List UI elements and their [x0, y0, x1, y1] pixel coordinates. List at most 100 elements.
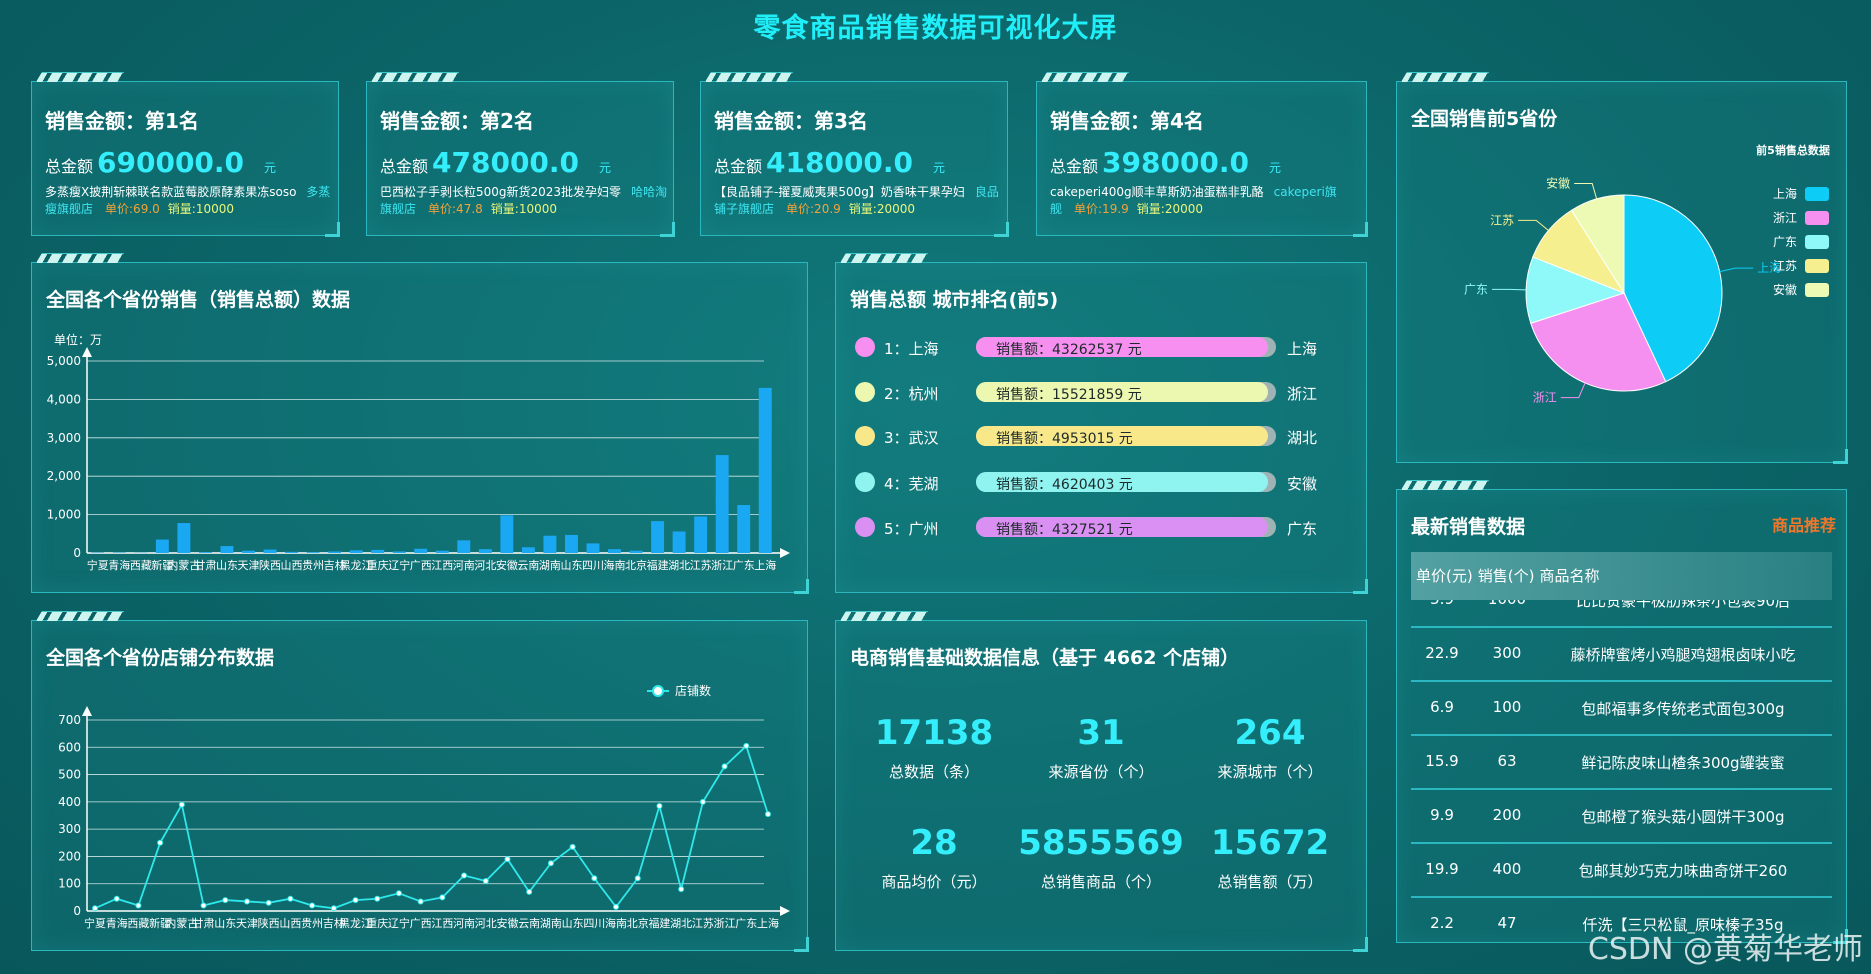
- x-tick-label: 青海: [106, 916, 128, 930]
- watermark: CSDN @黄菊华老师: [1587, 932, 1863, 967]
- bar: [586, 543, 600, 553]
- stat-value: 28: [910, 823, 958, 863]
- x-tick-label: 云南: [517, 559, 539, 572]
- unit-label: 单位：万: [54, 332, 102, 347]
- sales-cell: 100: [1492, 698, 1522, 716]
- bar: [758, 387, 772, 553]
- recommend-link[interactable]: 商品推荐: [1771, 516, 1836, 535]
- card-desc: 多蒸瘦X披荆斩棘联名款蓝莓胶原酵素果冻soso 多蒸瘦旗舰店 单价:69.0 销量:1…: [45, 184, 335, 218]
- line-panel: 全国各个省份店铺分布数据 0 100 200 300 400 500 600 700 宁夏 青海西…: [31, 620, 809, 952]
- total-amount: 690000.0: [97, 146, 245, 179]
- bar: [608, 549, 621, 553]
- line-point: [330, 905, 337, 912]
- x-tick-label: 云南: [518, 917, 540, 930]
- stat-label: 来源省份（个）: [1048, 763, 1154, 781]
- x-tick-label: 山西: [279, 917, 301, 930]
- x-tick-label: 江西: [431, 559, 453, 572]
- line-point: [613, 903, 620, 910]
- line-point: [569, 843, 576, 850]
- city-province: 浙江: [1287, 385, 1318, 403]
- city-row: 3：武汉 销售额：4953015 元 湖北: [836, 424, 1366, 448]
- line-point: [547, 860, 554, 867]
- label-leader: [1719, 267, 1754, 273]
- chart-svg: 0100200300400500600700宁夏 青海 西藏 新疆内蒙古甘肃 山东 天津陕…: [58, 683, 790, 930]
- bar: [521, 547, 535, 553]
- x-tick-label: 江苏: [692, 917, 714, 930]
- product-name: cakeperi400g顺丰草斯奶油蛋糕非乳酪: [1050, 185, 1264, 199]
- city-amount: 销售额：15521859 元: [996, 387, 1142, 403]
- bar: [543, 535, 557, 553]
- x-axis-arrow: [780, 548, 790, 558]
- x-tick-label: 内蒙古: [167, 558, 200, 572]
- x-tick-label: 陕西: [259, 558, 281, 572]
- city-province: 上海: [1287, 340, 1318, 358]
- legend-swatch: [1805, 283, 1829, 297]
- x-tick-label: 吉林: [323, 916, 345, 930]
- label-leader: [1574, 183, 1598, 200]
- product-name: 多蒸瘦X披荆斩棘联名款蓝莓胶原酵素果冻soso: [45, 185, 297, 199]
- legend-swatch: [1805, 211, 1829, 225]
- legend-swatch: [1805, 187, 1829, 201]
- price-cell: 5.9: [1430, 600, 1454, 608]
- x-tick-label: 海南: [605, 916, 627, 930]
- sales-count: 销量:10000: [490, 202, 557, 216]
- city-province: 安徽: [1287, 475, 1318, 493]
- legend-title: 前5销售总数据: [1756, 143, 1830, 157]
- card-title: 销售金额：第2名: [380, 109, 534, 133]
- stat-value: 264: [1234, 713, 1306, 753]
- panel-tab: [840, 611, 928, 621]
- shop-name: cakeperi旗舰: [1050, 185, 1337, 216]
- x-tick-label: 重庆: [367, 558, 389, 572]
- line-point: [678, 886, 685, 893]
- city-amount: 销售额：43262537 元: [996, 342, 1142, 358]
- x-tick-label: 内蒙古: [165, 916, 198, 930]
- x-tick-label: 河北: [475, 917, 497, 930]
- slice-label: 江苏: [1490, 213, 1514, 227]
- stats-panel: 电商销售基础数据信息（基于 4662 个店铺） 17138 总数据（条） 31 来源省…: [835, 620, 1368, 952]
- amount-unit: 元: [933, 161, 946, 175]
- x-tick-label: 山东: [562, 917, 584, 930]
- line-point: [591, 875, 598, 882]
- bar: [220, 546, 234, 553]
- sales-count: 销量:10000: [167, 202, 234, 216]
- bar: [694, 516, 708, 553]
- sales-cell: 63: [1497, 752, 1517, 770]
- y-tick-label: 0: [73, 904, 81, 918]
- x-tick-label: 陕西: [258, 916, 280, 930]
- bar: [155, 539, 169, 553]
- product-name: 巴西松子手剥长粒500g新货2023批发孕妇零: [380, 185, 622, 199]
- panel-title: 全国各个省份店铺分布数据: [46, 647, 275, 669]
- line-point: [178, 801, 185, 808]
- table-body: 5.9 1000 比比赞豪牛极肋辣条小包装90后 22.9 300 藤桥牌蜜烤小鸡腿鸡翅根…: [1411, 600, 1832, 934]
- city-province: 广东: [1287, 520, 1318, 538]
- legend-label: 安徽: [1773, 282, 1797, 297]
- page-title: 零食商品销售数据可视化大屏: [753, 13, 1118, 44]
- x-tick-label: 山东: [216, 559, 238, 572]
- slice-label: 安徽: [1546, 176, 1570, 191]
- x-tick-label: 新疆: [151, 558, 173, 572]
- bar: [285, 551, 299, 553]
- x-tick-label: 四川: [583, 917, 605, 930]
- panel-corner: [1353, 222, 1368, 237]
- label-leader: [1560, 382, 1586, 399]
- x-tick-label: 广东: [735, 917, 757, 930]
- card-desc: 【良品铺子-擢夏威夷果500g】奶香味干果孕妇 良品铺子旗舰店 单价:20.9 销量:…: [714, 184, 1004, 218]
- y-tick-label: 400: [58, 795, 81, 809]
- panel-title: 销售总额 城市排名(前5): [850, 289, 1059, 311]
- label-leader: [1492, 288, 1527, 291]
- name-cell: 比比赞豪牛极肋辣条小包装90后: [1575, 600, 1791, 610]
- line-point: [265, 899, 272, 906]
- y-tick-label: 4,000: [47, 392, 81, 406]
- city-rank: 5：广州: [884, 520, 939, 538]
- slice-label: 广东: [1464, 282, 1488, 296]
- x-tick-label: 黑龙江: [339, 917, 372, 930]
- y-tick-label: 2,000: [47, 469, 81, 483]
- x-tick-label: 甘肃: [194, 559, 216, 572]
- line-point: [395, 890, 402, 897]
- table-row: 2.2 47 仟洗【三只松鼠_原味榛子35g: [1411, 898, 1832, 934]
- city-row: 1：上海 销售额：43262537 元 上海: [836, 335, 1366, 359]
- line-point: [352, 897, 359, 904]
- panel-tab: [1041, 72, 1129, 82]
- city-row: 4：芜湖 销售额：4620403 元 安徽: [836, 470, 1366, 494]
- stat-label: 总销售商品（个）: [1040, 873, 1161, 891]
